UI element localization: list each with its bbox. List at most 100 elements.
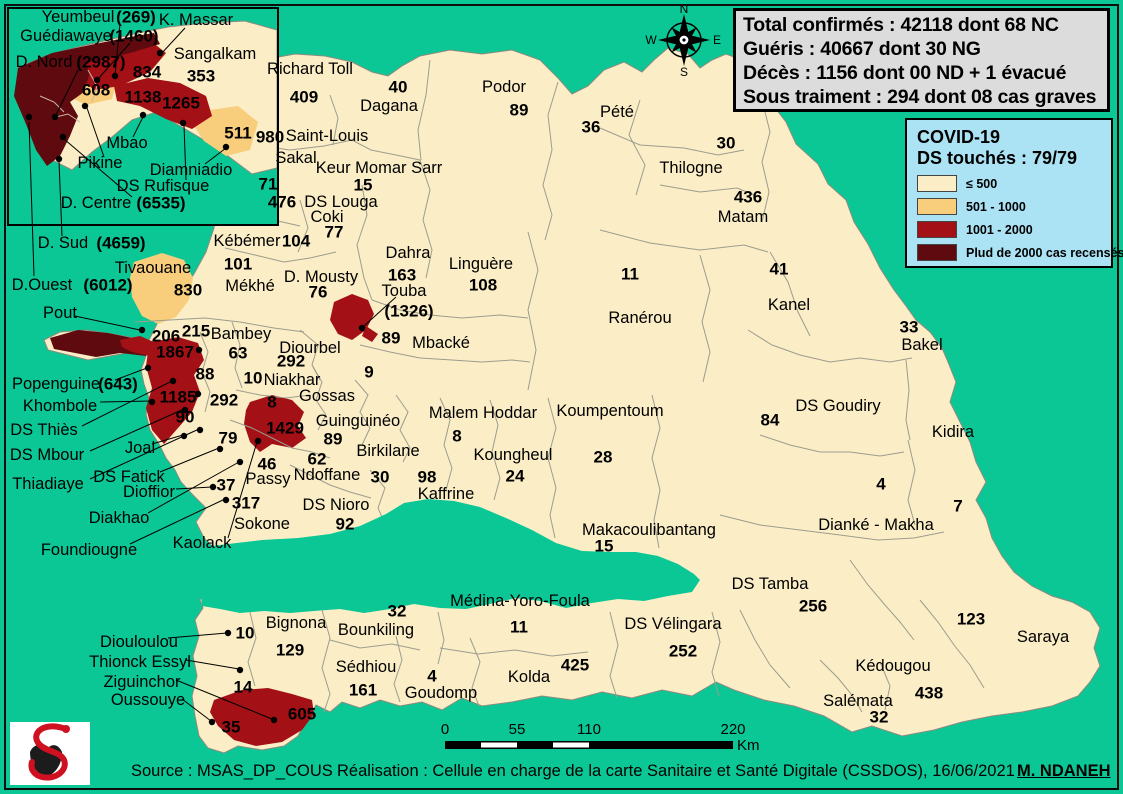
legend-swatch <box>917 175 957 192</box>
location-dot <box>195 346 203 354</box>
location-dot <box>25 113 33 121</box>
pointer-line <box>159 447 220 473</box>
location-dot <box>51 113 59 121</box>
legend-label: 501 - 1000 <box>966 199 1026 214</box>
location-dot <box>180 432 188 440</box>
pointer-line <box>86 107 105 158</box>
pointer-line <box>167 632 228 639</box>
legend-label: ≤ 500 <box>966 176 998 191</box>
location-dot <box>93 76 101 84</box>
legend-subtitle: DS touchés : 79/79 <box>917 148 1078 168</box>
pointer-line <box>185 659 240 670</box>
legend-swatch <box>917 198 957 215</box>
location-dot <box>196 426 204 434</box>
stats-box: Total confirmés : 42118 dont 68 NC Guéris… <box>733 8 1110 112</box>
legend-box: COVID-19 DS touchés : 79/79 ≤ 500 501 - 1… <box>905 118 1123 268</box>
pointer-line <box>151 434 184 445</box>
gambia-band <box>196 499 700 613</box>
legend-swatch <box>917 244 957 261</box>
pointer-line <box>175 486 213 490</box>
location-dot <box>254 437 262 445</box>
location-dot <box>144 364 152 372</box>
legend-label: Plud de 2000 cas recensés <box>966 245 1123 260</box>
legend-label: 1001 - 2000 <box>966 222 1033 237</box>
pointer-line <box>183 124 187 181</box>
scale-bar <box>445 741 733 749</box>
author-text: M. NDANEH <box>1017 762 1111 780</box>
compass-south-label: S <box>679 65 689 79</box>
pointer-line <box>175 679 273 720</box>
location-dot <box>139 111 147 119</box>
scale-tick: 0 <box>440 721 450 738</box>
location-dot <box>358 324 366 332</box>
scale-tick: 55 <box>508 721 526 738</box>
location-dot <box>236 458 244 466</box>
pointer-line <box>81 380 173 427</box>
compass-north-label: N <box>679 2 689 16</box>
compass-west-label: W <box>645 33 657 47</box>
scale-unit-label: Km <box>737 737 760 754</box>
stats-line: Total confirmés : 42118 dont 68 NC <box>743 14 1059 36</box>
pointer-line <box>89 408 185 452</box>
pointer-line <box>74 315 141 331</box>
legend-item: Plud de 2000 cas recensés <box>917 244 1123 261</box>
pointer-line <box>181 698 212 722</box>
pointer-line <box>204 147 227 165</box>
location-dot <box>179 119 187 127</box>
pointer-line <box>114 23 121 76</box>
legend-swatch <box>917 221 957 238</box>
location-dot <box>81 102 89 110</box>
location-dot <box>148 398 156 406</box>
pointer-line <box>55 69 79 116</box>
pointer-line <box>99 400 152 403</box>
location-dot <box>208 718 216 726</box>
pointer-line <box>227 441 258 539</box>
compass-east-label: E <box>712 33 722 47</box>
location-dot <box>169 377 177 385</box>
scale-tick: 110 <box>577 721 601 738</box>
location-dot <box>55 155 63 163</box>
pointer-line <box>129 498 226 545</box>
pointer-line <box>28 121 35 277</box>
location-dot <box>59 133 67 141</box>
pointer-line <box>132 116 144 138</box>
scale-tick: 220 <box>720 721 746 738</box>
pointer-line <box>63 138 133 198</box>
legend-item: ≤ 500 <box>917 175 1111 192</box>
choropleth-regions <box>50 86 378 746</box>
pointer-line <box>160 27 186 55</box>
source-text: Source : MSAS_DP_COUS <box>131 762 333 780</box>
stats-line: Sous traiment : 294 dont 08 cas graves <box>743 86 1097 108</box>
pointer-line <box>97 42 131 80</box>
location-dot <box>216 445 224 453</box>
compass-icon <box>658 14 710 66</box>
realisation-text: Réalisation : Cellule en charge de la ca… <box>337 762 1015 780</box>
legend-item: 501 - 1000 <box>917 198 1111 215</box>
location-dot <box>236 666 244 674</box>
location-dot <box>270 716 278 724</box>
location-dot <box>194 390 202 398</box>
legend-items: ≤ 500 501 - 1000 1001 - 2000 Plud de 2000 c… <box>917 175 1123 261</box>
pointer-lines <box>28 23 397 722</box>
location-dots <box>25 49 366 726</box>
legend-title: COVID-19 <box>917 127 1001 147</box>
location-dot <box>156 49 164 57</box>
location-dot <box>138 326 146 334</box>
stats-line: Guéris : 40667 dont 30 NG <box>743 38 981 60</box>
location-dot <box>111 72 119 80</box>
stats-line: Décès : 1156 dont 00 ND + 1 évacué <box>743 62 1067 84</box>
location-dot <box>209 483 217 491</box>
location-dot <box>222 496 230 504</box>
pointer-line <box>114 367 148 381</box>
pointer-line <box>58 160 63 237</box>
location-dot <box>181 406 189 414</box>
pointer-line <box>363 296 397 327</box>
ministry-logo-icon <box>10 722 90 785</box>
location-dot <box>224 629 232 637</box>
legend-item: 1001 - 2000 <box>917 221 1111 238</box>
pointer-line <box>89 428 200 480</box>
pointer-line <box>147 461 240 514</box>
location-dot <box>222 143 230 151</box>
